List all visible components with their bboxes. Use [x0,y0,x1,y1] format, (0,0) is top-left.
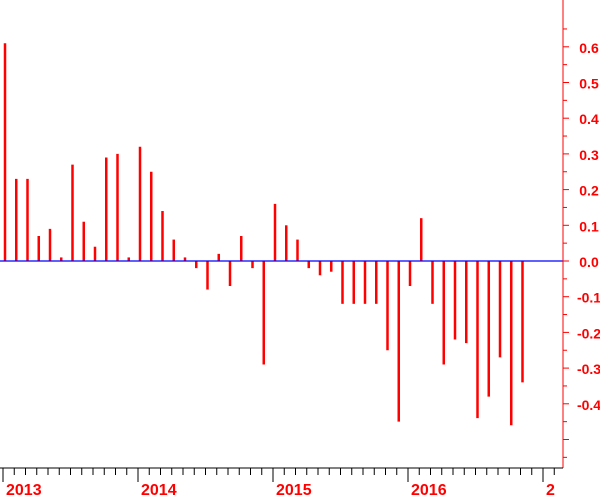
x-tick-label: 2016 [411,482,447,499]
bar-group [3,43,524,426]
x-tick-label: 2 [546,482,555,499]
y-tick-label: 0.5 [579,76,599,92]
x-tick-label: 2013 [6,482,42,499]
y-tick-label: 0.4 [579,111,599,127]
y-tick-label: -0.4 [577,397,600,413]
y-tick-label: 0.3 [579,147,599,163]
y-tick-group: 0.6 0.5 0.4 0.3 0.2 0.1 0.0 -0.1 -0.2 -0.3 -0.4 [563,28,600,458]
x-tick-group: 2013 2014 2015 2016 2 [2,468,555,499]
y-tick-label: 0.2 [579,183,599,199]
y-tick-label: 0.6 [579,40,599,56]
y-tick-label: -0.1 [577,290,600,306]
x-tick-label: 2014 [141,482,177,499]
x-tick-label: 2015 [276,482,312,499]
y-tick-label: 0.0 [579,254,599,270]
y-tick-label: 0.1 [579,218,599,234]
y-tick-label: -0.3 [577,361,600,377]
y-tick-label: -0.2 [577,325,600,341]
